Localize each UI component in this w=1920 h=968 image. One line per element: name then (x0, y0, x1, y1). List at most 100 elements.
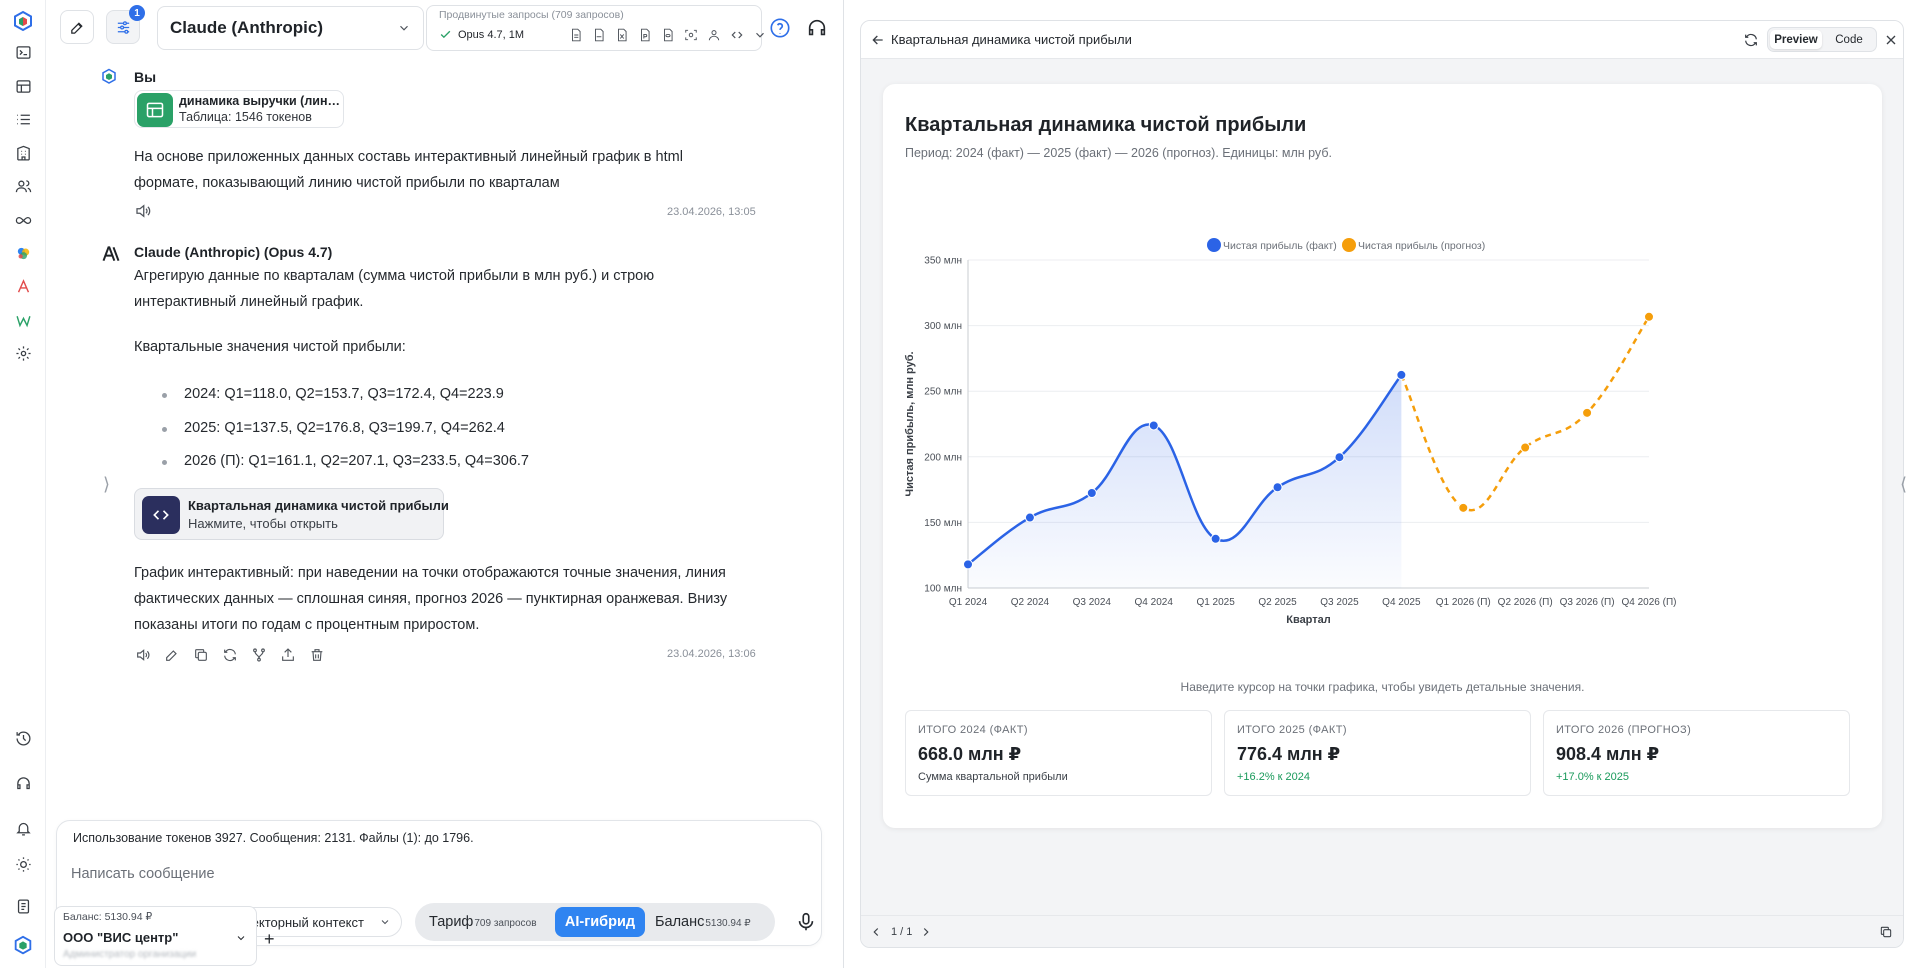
list-item: 2024: Q1=118.0, Q2=153.7, Q3=172.4, Q4=2… (134, 378, 529, 412)
plot-area: 100 млн 150 млн 200 млн 250 млн 300 млн 350 м… (904, 238, 1677, 626)
line-chart[interactable]: 100 млн 150 млн 200 млн 250 млн 300 млн 350 м… (883, 159, 1882, 679)
sun-icon[interactable] (11, 852, 35, 876)
bell-icon[interactable] (11, 816, 35, 840)
branch-icon[interactable] (250, 646, 268, 664)
model-select-label: Claude (Anthropic) (170, 18, 323, 37)
organization-switcher[interactable]: Баланс: 5130.94 ₽ ООО "ВИС центр" Админи… (54, 906, 257, 966)
document-icon[interactable] (11, 894, 35, 918)
advanced-model-option[interactable]: Opus 4.7, 1M (439, 28, 524, 41)
artifact-card[interactable]: Квартальная динамика чистой прибыли Нажм… (134, 488, 449, 540)
tab-preview[interactable]: Preview (1770, 30, 1822, 49)
legend-swatch (1207, 238, 1221, 252)
chevron-down-icon[interactable] (751, 27, 769, 43)
x-tick-label: Q1 2024 (949, 597, 988, 608)
user-message-text: На основе приложенных данных составь инт… (134, 144, 683, 196)
attached-file-chip[interactable]: динамика выручки (линейный график).xlsx … (134, 90, 344, 128)
anthropic-icon[interactable] (11, 274, 35, 298)
speaker-icon[interactable] (134, 646, 152, 664)
org-balance: Баланс: 5130.94 ₽ (63, 911, 153, 923)
assistant-outro-line: фактических данных — сплошная синяя, про… (134, 591, 728, 607)
new-chat-button[interactable] (60, 10, 94, 44)
agents-icon[interactable] (705, 27, 723, 43)
collapse-right-handle[interactable]: ⟨ (1900, 474, 1908, 494)
x-tick-label: Q3 2024 (1073, 597, 1112, 608)
series-line (1400, 316, 1651, 512)
tariff-count: 709 запросов (474, 918, 537, 929)
data-point (1458, 502, 1469, 513)
x-axis-title: Квартал (1286, 614, 1331, 626)
stat-value: 776.4 млн ₽ (1237, 744, 1341, 764)
model-select[interactable]: Claude (Anthropic) (157, 6, 424, 50)
edit-icon[interactable] (163, 646, 181, 664)
file-ppt-icon[interactable] (636, 27, 654, 43)
user-message-timestamp: 23.04.2026, 13:05 (667, 206, 756, 218)
support-headset-icon[interactable] (806, 17, 828, 39)
tab-code[interactable]: Code (1835, 33, 1863, 46)
scan-icon[interactable] (682, 27, 700, 43)
app-logo-icon[interactable] (11, 10, 35, 34)
microphone-icon[interactable] (795, 909, 817, 935)
y-tick-label: 350 млн (924, 256, 962, 267)
chat-panel: 1 Claude (Anthropic) Продвинутые запросы… (46, 0, 843, 968)
w-app-icon[interactable] (11, 308, 35, 332)
user-message-line: формате, показывающий линию чистой прибы… (134, 175, 560, 191)
history-icon[interactable] (11, 726, 35, 750)
tariff-label: Тариф (429, 914, 474, 930)
chart-title: Квартальная динамика чистой прибыли (905, 114, 1307, 136)
regenerate-icon[interactable] (221, 646, 239, 664)
users-icon[interactable] (11, 174, 35, 198)
user-avatar-icon (102, 68, 116, 84)
message-input[interactable] (71, 861, 791, 887)
chevron-right-icon[interactable] (919, 925, 933, 939)
balance-option[interactable]: Баланс 5130.94 ₽ (655, 907, 751, 937)
copy-icon[interactable] (192, 646, 210, 664)
attached-file-meta: Таблица: 1546 токенов (179, 110, 312, 124)
assistant-intro-line: Агрегирую данные по кварталам (сумма чис… (134, 268, 655, 284)
trash-icon[interactable] (308, 646, 326, 664)
collapse-left-handle[interactable]: ⟩ (103, 474, 111, 494)
sliders-icon (117, 20, 129, 34)
workspace-logo-icon[interactable] (11, 934, 35, 958)
advanced-requests-panel[interactable]: Продвинутые запросы (709 запросов) Opus … (426, 5, 764, 51)
close-icon[interactable] (1883, 32, 1899, 48)
x-tick-label: Q1 2025 (1196, 597, 1235, 608)
back-arrow-icon[interactable] (870, 32, 886, 48)
settings-icon[interactable] (11, 341, 35, 365)
data-point (1334, 452, 1345, 463)
vector-context-select[interactable]: Векторный контекст (232, 907, 402, 937)
table-icon[interactable] (11, 74, 35, 98)
advanced-model-label: Opus 4.7, 1M (458, 28, 525, 41)
speaker-icon[interactable] (134, 202, 152, 220)
colorful-app-icon[interactable] (11, 241, 35, 265)
help-icon[interactable] (769, 17, 791, 39)
refresh-icon[interactable] (1743, 32, 1759, 48)
filters-button[interactable]: 1 (106, 5, 145, 44)
chevron-left-icon[interactable] (869, 925, 883, 939)
chevron-down-icon (237, 936, 245, 941)
terminal-icon[interactable] (11, 40, 35, 64)
panel-divider[interactable] (843, 0, 844, 968)
assistant-intro-line: интерактивный линейный график. (134, 294, 364, 310)
user-message-line: На основе приложенных данных составь инт… (134, 149, 683, 165)
chart-hint: Наведите курсор на точки графика, чтобы … (1180, 680, 1585, 694)
copy-icon[interactable] (1879, 925, 1893, 939)
add-organization-icon[interactable]: + (264, 929, 275, 949)
stat-card-2024: ИТОГО 2024 (ФАКТ) 668.0 млн ₽ Сумма квар… (905, 710, 1212, 796)
building-icon[interactable] (11, 141, 35, 165)
anthropic-avatar-icon (102, 246, 120, 262)
stat-growth: +17.0% к 2025 (1556, 771, 1630, 783)
list-icon[interactable] (11, 107, 35, 131)
file-doc-icon[interactable] (567, 27, 585, 43)
y-tick-label: 150 млн (924, 518, 962, 529)
file-db-icon[interactable] (659, 27, 677, 43)
file-xls-icon[interactable] (613, 27, 631, 43)
headset-icon[interactable] (11, 771, 35, 795)
x-tick-label: Q4 2026 (П) (1622, 597, 1677, 608)
tariff-option[interactable]: Тариф 709 запросов (429, 907, 537, 937)
vector-context-label: Векторный контекст (243, 914, 364, 930)
ai-hybrid-option[interactable]: AI-гибрид (555, 907, 645, 937)
infinity-icon[interactable] (11, 208, 35, 232)
share-icon[interactable] (279, 646, 297, 664)
code-icon[interactable] (728, 27, 746, 43)
file-pdf-icon[interactable] (590, 27, 608, 43)
